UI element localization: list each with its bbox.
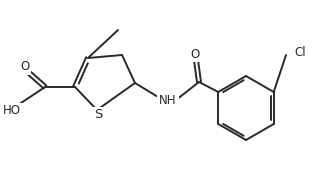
Text: Cl: Cl xyxy=(294,47,305,60)
Text: S: S xyxy=(94,109,102,122)
Text: NH: NH xyxy=(159,94,177,107)
Text: O: O xyxy=(20,61,30,74)
Text: HO: HO xyxy=(3,104,21,117)
Text: O: O xyxy=(190,48,200,61)
